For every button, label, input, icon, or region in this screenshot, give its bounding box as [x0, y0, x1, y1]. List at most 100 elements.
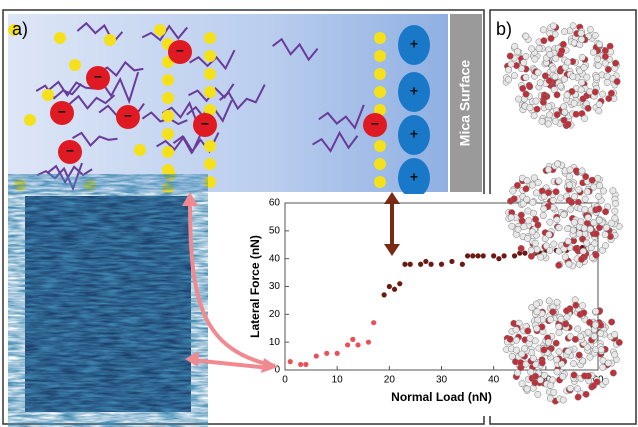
atom: [570, 99, 578, 107]
atom: [514, 225, 522, 233]
head-group: [374, 176, 386, 188]
atom: [574, 393, 582, 401]
point: [449, 258, 455, 265]
cation: [398, 158, 430, 198]
atom: [594, 55, 602, 63]
atom: [540, 205, 548, 213]
atom: [611, 214, 619, 222]
atom: [595, 205, 603, 213]
point: [287, 359, 293, 365]
atom: [597, 346, 605, 354]
point: [480, 253, 486, 259]
atom: [595, 216, 603, 224]
atom: [545, 189, 553, 197]
anion: [168, 40, 192, 64]
atom: [534, 221, 542, 229]
atom: [525, 217, 532, 225]
atom: [591, 239, 599, 247]
atom: [578, 255, 586, 263]
point: [470, 253, 476, 259]
atom: [570, 371, 578, 379]
atom: [568, 88, 576, 95]
point: [345, 342, 351, 348]
atom: [590, 183, 598, 191]
cation-sign: +: [410, 169, 418, 185]
head-group: [204, 86, 216, 98]
atom: [607, 89, 615, 97]
head-group: [154, 24, 166, 36]
atom: [611, 351, 619, 359]
panel-label: a): [12, 19, 28, 39]
atom: [540, 37, 548, 45]
atom: [557, 194, 565, 202]
atom: [512, 326, 520, 334]
head-group: [104, 34, 116, 46]
alkyl-chain: [97, 60, 144, 77]
atom: [532, 189, 540, 197]
atom: [612, 59, 620, 67]
head-group: [204, 176, 216, 188]
atom: [586, 319, 594, 326]
atom: [545, 166, 552, 174]
atom: [611, 207, 619, 215]
atom: [589, 48, 597, 56]
point: [475, 253, 481, 259]
atom: [518, 350, 526, 358]
atom: [549, 22, 557, 30]
atom: [529, 354, 537, 362]
atom: [564, 120, 572, 128]
atom: [537, 253, 545, 261]
y-axis-label: Lateral Force (nN): [248, 235, 262, 338]
atom: [567, 205, 575, 213]
y-tick-label: 30: [269, 281, 281, 292]
atom: [592, 251, 600, 259]
atom: [557, 315, 565, 323]
afm-image: [25, 196, 191, 412]
atom: [507, 60, 515, 68]
anion: [116, 105, 140, 129]
atom: [549, 308, 557, 316]
cation-sign: +: [410, 36, 418, 52]
atom: [568, 198, 576, 206]
atom: [564, 237, 572, 245]
atom: [549, 65, 557, 73]
atom: [538, 117, 546, 125]
atom: [581, 195, 589, 203]
head-group: [162, 146, 174, 158]
x-tick-label: 30: [436, 375, 448, 386]
point: [355, 342, 361, 348]
atom: [569, 22, 577, 30]
head-group: [134, 144, 146, 156]
head-group: [204, 68, 216, 80]
alkyl-chain: [48, 80, 95, 98]
atom: [547, 381, 554, 389]
atom: [572, 245, 580, 252]
atom: [554, 160, 562, 168]
y-tick-label: 40: [269, 253, 281, 264]
point: [391, 286, 398, 292]
atom: [579, 247, 587, 255]
point: [491, 253, 497, 259]
simulation-snapshots: [502, 22, 623, 405]
atom: [578, 54, 586, 61]
atom: [604, 359, 612, 367]
atom: [577, 29, 585, 37]
atom: [613, 78, 621, 86]
alkyl-chain: [72, 131, 118, 147]
atom: [534, 69, 542, 77]
atom: [540, 346, 548, 354]
atom: [572, 301, 580, 309]
atom: [563, 313, 571, 321]
panel-label: b): [496, 19, 512, 39]
atom: [566, 173, 573, 181]
atom: [578, 79, 586, 86]
atom: [553, 298, 561, 306]
atom: [523, 385, 531, 393]
atom: [586, 225, 594, 233]
atom: [552, 339, 560, 347]
atom: [508, 352, 516, 360]
atom: [538, 359, 546, 367]
atom: [519, 85, 527, 92]
atom: [608, 318, 616, 326]
